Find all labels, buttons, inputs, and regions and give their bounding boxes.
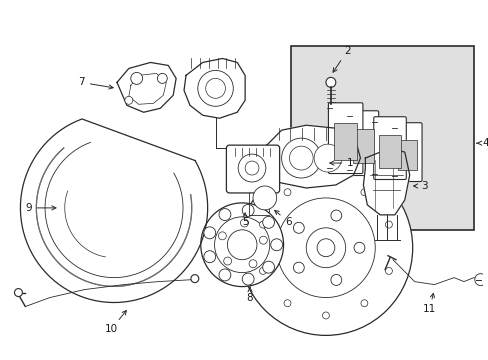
Circle shape: [259, 221, 266, 228]
Circle shape: [240, 219, 248, 227]
Bar: [378, 135, 400, 167]
Circle shape: [316, 239, 334, 257]
FancyBboxPatch shape: [393, 123, 421, 181]
Circle shape: [322, 312, 329, 319]
Circle shape: [227, 230, 256, 260]
Circle shape: [293, 222, 304, 233]
Circle shape: [238, 154, 265, 182]
Circle shape: [325, 77, 335, 87]
Circle shape: [190, 275, 199, 283]
Circle shape: [201, 203, 283, 287]
Circle shape: [205, 78, 225, 98]
Polygon shape: [363, 148, 409, 215]
Circle shape: [305, 228, 345, 268]
Circle shape: [360, 300, 367, 307]
Circle shape: [214, 217, 269, 273]
Text: 8: 8: [246, 287, 253, 302]
Text: 3: 3: [413, 181, 427, 191]
FancyBboxPatch shape: [226, 145, 279, 193]
Text: 1: 1: [329, 158, 353, 168]
Circle shape: [252, 186, 276, 210]
Circle shape: [130, 72, 142, 84]
Text: 10: 10: [104, 311, 126, 334]
Bar: [352, 129, 373, 163]
Polygon shape: [262, 125, 360, 188]
Circle shape: [284, 189, 290, 196]
Circle shape: [224, 257, 231, 265]
Circle shape: [259, 236, 267, 244]
Circle shape: [313, 144, 341, 172]
Bar: [397, 140, 417, 170]
Circle shape: [281, 138, 320, 178]
Circle shape: [270, 239, 282, 251]
Polygon shape: [183, 58, 244, 118]
Text: 9: 9: [25, 203, 56, 213]
Circle shape: [248, 260, 256, 268]
Text: 2: 2: [332, 45, 350, 72]
Circle shape: [203, 227, 215, 239]
Circle shape: [293, 262, 304, 273]
Circle shape: [360, 189, 367, 196]
Circle shape: [385, 221, 391, 228]
Circle shape: [124, 96, 133, 104]
Circle shape: [15, 289, 22, 297]
Circle shape: [322, 176, 329, 184]
Polygon shape: [128, 73, 166, 104]
Circle shape: [262, 261, 274, 273]
Circle shape: [198, 71, 233, 106]
FancyBboxPatch shape: [328, 103, 362, 174]
Circle shape: [203, 251, 215, 263]
Circle shape: [219, 208, 230, 221]
Circle shape: [259, 267, 266, 274]
Circle shape: [239, 160, 412, 336]
Circle shape: [330, 274, 341, 285]
Text: 6: 6: [274, 210, 291, 227]
Text: 4: 4: [476, 138, 488, 148]
Circle shape: [262, 216, 274, 228]
Circle shape: [330, 210, 341, 221]
Circle shape: [474, 274, 486, 285]
Circle shape: [276, 198, 374, 298]
Bar: [291, 45, 473, 230]
FancyBboxPatch shape: [373, 117, 406, 180]
Circle shape: [385, 267, 391, 274]
Polygon shape: [117, 62, 176, 112]
FancyBboxPatch shape: [347, 111, 378, 176]
Text: 5: 5: [242, 213, 248, 227]
Circle shape: [219, 269, 230, 281]
Text: 7: 7: [78, 77, 113, 89]
Circle shape: [242, 204, 254, 216]
Circle shape: [284, 300, 290, 307]
Circle shape: [244, 161, 259, 175]
Circle shape: [218, 232, 226, 240]
Circle shape: [157, 73, 167, 84]
Circle shape: [289, 146, 312, 170]
Polygon shape: [20, 119, 207, 302]
Circle shape: [353, 242, 364, 253]
Circle shape: [242, 273, 254, 285]
Bar: [333, 123, 357, 160]
Text: 11: 11: [422, 293, 435, 315]
